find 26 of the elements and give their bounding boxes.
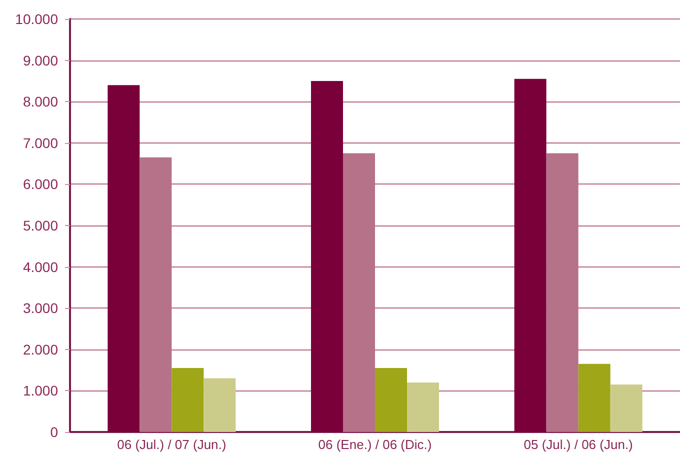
bar — [546, 153, 578, 432]
y-tick-label: 7.000 — [22, 134, 58, 151]
y-tick-label: 4.000 — [22, 258, 58, 275]
bar — [610, 384, 642, 432]
y-tick-label: 6.000 — [22, 176, 58, 192]
bar — [204, 378, 236, 432]
bar — [407, 382, 439, 432]
y-tick-label: 10.000 — [15, 11, 58, 27]
x-tick-label: 06 (Jul.) / 07 (Jun.) — [117, 437, 226, 452]
bar — [343, 153, 375, 432]
bar — [578, 364, 610, 432]
bar — [375, 368, 407, 432]
bar — [514, 78, 546, 432]
y-tick-label: 5.000 — [22, 218, 58, 234]
x-tick-label: 05 (Jul.) / 06 (Jun.) — [524, 437, 633, 452]
y-tick-label: 8.000 — [22, 94, 58, 110]
y-tick-label: 3.000 — [22, 300, 58, 316]
y-tick-label: 2.000 — [22, 341, 58, 358]
y-tick-label: 1.000 — [22, 382, 58, 399]
bar — [140, 157, 172, 432]
bar — [108, 85, 140, 432]
y-tick-label: 0 — [50, 424, 58, 440]
y-tick-label: 9.000 — [22, 52, 58, 68]
x-tick-label: 06 (Ene.) / 06 (Dic.) — [318, 437, 432, 452]
bar — [172, 368, 204, 432]
bar — [311, 80, 343, 432]
